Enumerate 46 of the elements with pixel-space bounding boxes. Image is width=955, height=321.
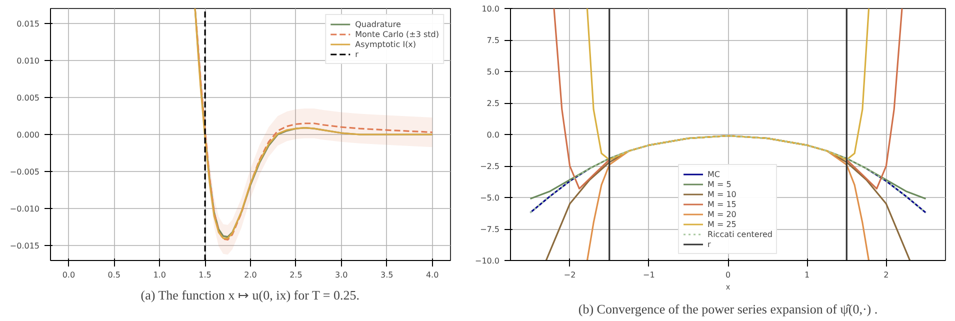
y-tick-label: 0.010 bbox=[16, 56, 40, 66]
legend-label: r bbox=[355, 49, 360, 59]
legend-label: M = 20 bbox=[708, 209, 736, 219]
y-tick-label: 10.0 bbox=[482, 4, 500, 14]
x-tick-label: 1.5 bbox=[198, 270, 212, 280]
x-tick-label: 2.0 bbox=[244, 270, 257, 280]
legend-label: Asymptotic I(x) bbox=[355, 39, 416, 49]
legend-label: MC bbox=[708, 169, 722, 179]
legend-label: M = 5 bbox=[708, 179, 732, 189]
x-tick-label: 2.5 bbox=[290, 270, 302, 280]
x-tick-label: 3.5 bbox=[380, 270, 394, 280]
legend-label: Quadrature bbox=[355, 19, 401, 29]
y-tick-label: 7.5 bbox=[486, 36, 500, 45]
y-tick-label: −0.005 bbox=[10, 168, 40, 177]
y-tick-label: 0.015 bbox=[16, 19, 40, 28]
x-tick-label: 0.0 bbox=[62, 270, 76, 280]
y-tick-label: 0.0 bbox=[486, 130, 500, 140]
y-tick-label: 2.5 bbox=[486, 99, 500, 108]
x-tick-label: −2 bbox=[564, 270, 576, 280]
legend-label: Monte Carlo (±3 std) bbox=[355, 29, 439, 39]
y-tick-label: 5.0 bbox=[486, 68, 500, 76]
legend-label: M = 10 bbox=[708, 189, 736, 199]
legend-label: M = 25 bbox=[708, 219, 736, 229]
x-tick-label: 1.0 bbox=[153, 270, 166, 280]
legend-label: Riccati centered bbox=[708, 229, 772, 239]
y-tick-label: 0.005 bbox=[16, 93, 40, 102]
x-tick-label: −1 bbox=[643, 270, 655, 280]
y-tick-label: −0.010 bbox=[10, 204, 40, 214]
y-tick-label: −2.5 bbox=[480, 162, 500, 171]
x-tick-label: 4.0 bbox=[426, 270, 439, 280]
text: (b) Convergence of the power series expansion of ψ̂(0,·) . bbox=[578, 302, 878, 316]
y-tick-label: −7.5 bbox=[480, 225, 500, 234]
x-tick-label: 0.5 bbox=[108, 270, 121, 280]
y-tick-label: −10.0 bbox=[474, 256, 500, 266]
x-tick-label: 3.0 bbox=[335, 270, 348, 280]
legend-label: r bbox=[708, 239, 712, 249]
x-tick-label: 1 bbox=[804, 270, 810, 280]
x-tick-label: 0 bbox=[725, 270, 731, 280]
line-series bbox=[586, 8, 870, 160]
text: (a) The function x ↦ u(0, ix) for T = 0.25. bbox=[140, 288, 360, 302]
y-tick-label: −0.015 bbox=[10, 242, 40, 251]
y-tick-label: 0.000 bbox=[16, 130, 40, 140]
x-tick-label: 2 bbox=[884, 270, 889, 280]
y-tick-label: −5.0 bbox=[480, 194, 500, 202]
x-axis-title: x bbox=[726, 282, 730, 292]
legend-label: M = 15 bbox=[708, 199, 736, 209]
